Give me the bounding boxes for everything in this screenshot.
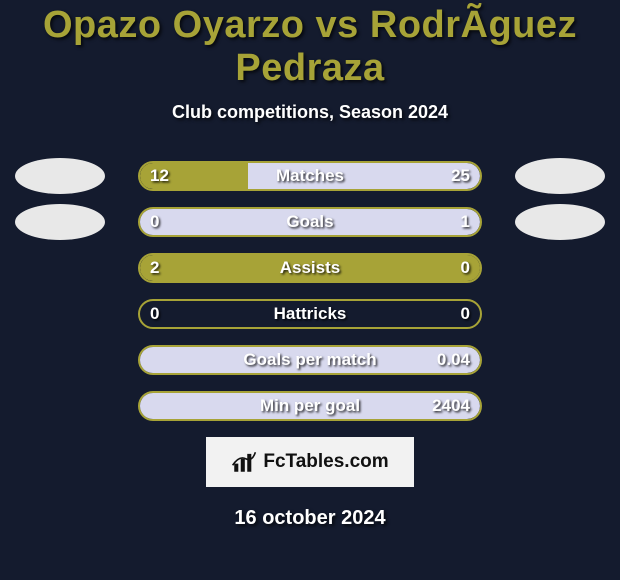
bar-fill-player2 xyxy=(138,347,480,373)
stats-container: Matches1225 Goals01 Assists20 Hattricks00 Go… xyxy=(0,161,620,421)
bar-container: Assists xyxy=(138,253,482,283)
stat-row: Goals per match0.04 xyxy=(0,345,620,375)
date-label: 16 october 2024 xyxy=(0,507,620,530)
team-logo-player1 xyxy=(15,204,105,240)
bar-fill-player1 xyxy=(140,255,482,281)
stat-label: Hattricks xyxy=(140,301,480,327)
fctables-label: FcTables.com xyxy=(263,451,388,473)
bar-fill-player1 xyxy=(140,163,252,189)
comparison-card: Opazo Oyarzo vs RodrÃ­guez Pedraza Club … xyxy=(0,0,620,580)
bar-fill-player2 xyxy=(138,393,480,419)
bar-fill-player2 xyxy=(248,163,480,189)
stat-row: Min per goal2404 xyxy=(0,391,620,421)
subtitle: Club competitions, Season 2024 xyxy=(0,102,620,123)
team-logo-player2 xyxy=(515,204,605,240)
stat-row: Matches1225 xyxy=(0,161,620,191)
stat-row: Goals01 xyxy=(0,207,620,237)
page-title: Opazo Oyarzo vs RodrÃ­guez Pedraza xyxy=(0,4,620,90)
bar-container: Min per goal xyxy=(138,391,482,421)
player1-name: Opazo Oyarzo xyxy=(43,4,305,46)
bar-container: Goals xyxy=(138,207,482,237)
bar-fill-player2 xyxy=(138,209,480,235)
bar-container: Hattricks xyxy=(138,299,482,329)
bar-container: Goals per match xyxy=(138,345,482,375)
stat-row: Assists20 xyxy=(0,253,620,283)
team-logo-player1 xyxy=(15,158,105,194)
team-logo-player2 xyxy=(515,158,605,194)
bar-container: Matches xyxy=(138,161,482,191)
chart-icon xyxy=(231,449,257,475)
fctables-badge: FcTables.com xyxy=(206,437,414,487)
stat-row: Hattricks00 xyxy=(0,299,620,329)
vs-text: vs xyxy=(316,4,359,46)
